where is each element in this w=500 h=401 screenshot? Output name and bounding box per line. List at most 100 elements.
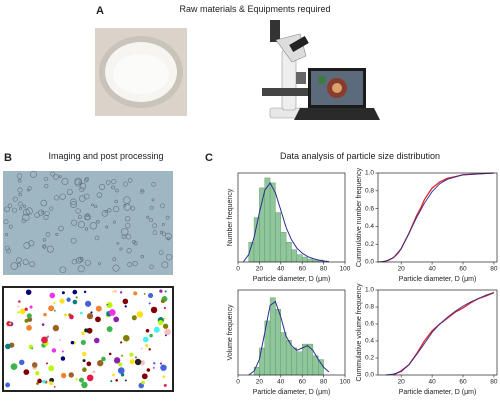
particle xyxy=(10,262,18,270)
particle-blob xyxy=(163,306,167,310)
particle-blob xyxy=(148,302,151,305)
particle xyxy=(79,182,87,190)
particle-blob xyxy=(153,362,156,365)
particle xyxy=(139,189,145,194)
particle-blob xyxy=(106,301,113,309)
particle-blob xyxy=(26,313,32,319)
particle xyxy=(44,183,49,189)
segmentation-image xyxy=(2,286,174,392)
particle xyxy=(78,181,82,185)
particle xyxy=(74,177,82,186)
particle-blob xyxy=(82,359,86,363)
y-axis-label: Cummulative number frequency xyxy=(356,167,363,267)
y-tick-label: 0.0 xyxy=(365,372,374,379)
particle xyxy=(29,261,35,268)
y-tick-label: 0.6 xyxy=(365,321,374,328)
particle xyxy=(132,260,138,267)
particle-blob xyxy=(53,301,56,304)
particle-blob xyxy=(123,334,130,342)
particle-blob xyxy=(165,334,167,337)
particle-blob xyxy=(129,352,134,357)
particle xyxy=(22,204,27,208)
particle-blob xyxy=(48,305,55,312)
particle xyxy=(41,210,44,214)
particle xyxy=(111,185,115,190)
particle xyxy=(152,230,158,236)
particle-blob xyxy=(86,374,94,382)
particle xyxy=(149,218,153,223)
particle-blob xyxy=(6,321,12,327)
x-tick-label: 60 xyxy=(299,266,307,273)
y-tick-label: 0.0 xyxy=(365,259,374,266)
particle-blob xyxy=(110,380,113,383)
particle xyxy=(27,186,32,191)
particle xyxy=(116,241,120,245)
y-tick-label: 1.0 xyxy=(365,287,374,294)
particle-blob xyxy=(78,377,84,383)
particle-blob xyxy=(108,309,116,316)
histogram-bar xyxy=(285,340,292,376)
y-tick-label: 0.2 xyxy=(365,355,374,362)
particle-blob xyxy=(5,343,11,350)
panel-title: Raw materials & Equipments required xyxy=(179,4,330,14)
particle-blob xyxy=(86,361,92,367)
microscope-photo xyxy=(262,20,380,120)
particle xyxy=(28,240,35,247)
particle-blob xyxy=(75,378,78,381)
particle-blob xyxy=(49,381,53,386)
particle xyxy=(70,201,78,208)
x-tick-label: 20 xyxy=(398,266,406,273)
particle-blob xyxy=(93,337,100,344)
particle-blob xyxy=(146,368,151,372)
particle xyxy=(104,210,108,214)
particle-blob xyxy=(48,365,55,372)
y-axis-label: Volume frequency xyxy=(227,304,234,361)
particle xyxy=(66,189,73,195)
particle xyxy=(49,206,54,211)
particle xyxy=(55,232,59,236)
particle xyxy=(78,256,84,263)
plot-frame xyxy=(377,289,498,376)
particle xyxy=(54,195,60,201)
particle-blob xyxy=(112,290,114,293)
plot-frame xyxy=(237,172,346,263)
particle xyxy=(22,259,29,266)
particle-blob xyxy=(97,360,104,367)
particle-blob xyxy=(60,372,67,379)
data-line xyxy=(385,292,495,376)
particle-blob xyxy=(163,317,166,320)
histogram-bar xyxy=(280,232,287,263)
particle xyxy=(125,234,132,240)
particle-blob xyxy=(145,328,150,333)
particle xyxy=(59,266,67,274)
particle xyxy=(127,178,133,183)
particle xyxy=(113,205,120,213)
particle xyxy=(6,248,12,254)
particle xyxy=(85,177,90,182)
particle xyxy=(4,206,10,213)
particle-blob xyxy=(129,359,135,365)
x-axis-label: Particle diameter, D (μm) xyxy=(253,389,331,396)
particle xyxy=(121,227,129,236)
particle xyxy=(123,203,127,207)
particle xyxy=(166,236,171,241)
particle xyxy=(21,218,27,224)
particle xyxy=(7,203,13,208)
x-tick-label: 20 xyxy=(256,379,264,386)
particle xyxy=(5,233,9,237)
particle-blob xyxy=(66,297,71,302)
particle xyxy=(85,213,90,217)
particle-blob xyxy=(25,289,32,295)
particle-blob xyxy=(134,356,138,359)
particle-blob xyxy=(63,313,67,317)
particle xyxy=(123,203,131,211)
particle xyxy=(38,209,45,216)
particle xyxy=(107,208,112,213)
x-tick-label: 80 xyxy=(320,266,328,273)
particle xyxy=(77,215,82,220)
particle xyxy=(17,178,22,183)
particle-blob xyxy=(5,382,11,388)
x-axis-label: Particle diameter, D (μm) xyxy=(253,276,331,283)
x-axis-label: Particle diameter, D (μm) xyxy=(399,389,477,396)
particle xyxy=(151,181,156,187)
